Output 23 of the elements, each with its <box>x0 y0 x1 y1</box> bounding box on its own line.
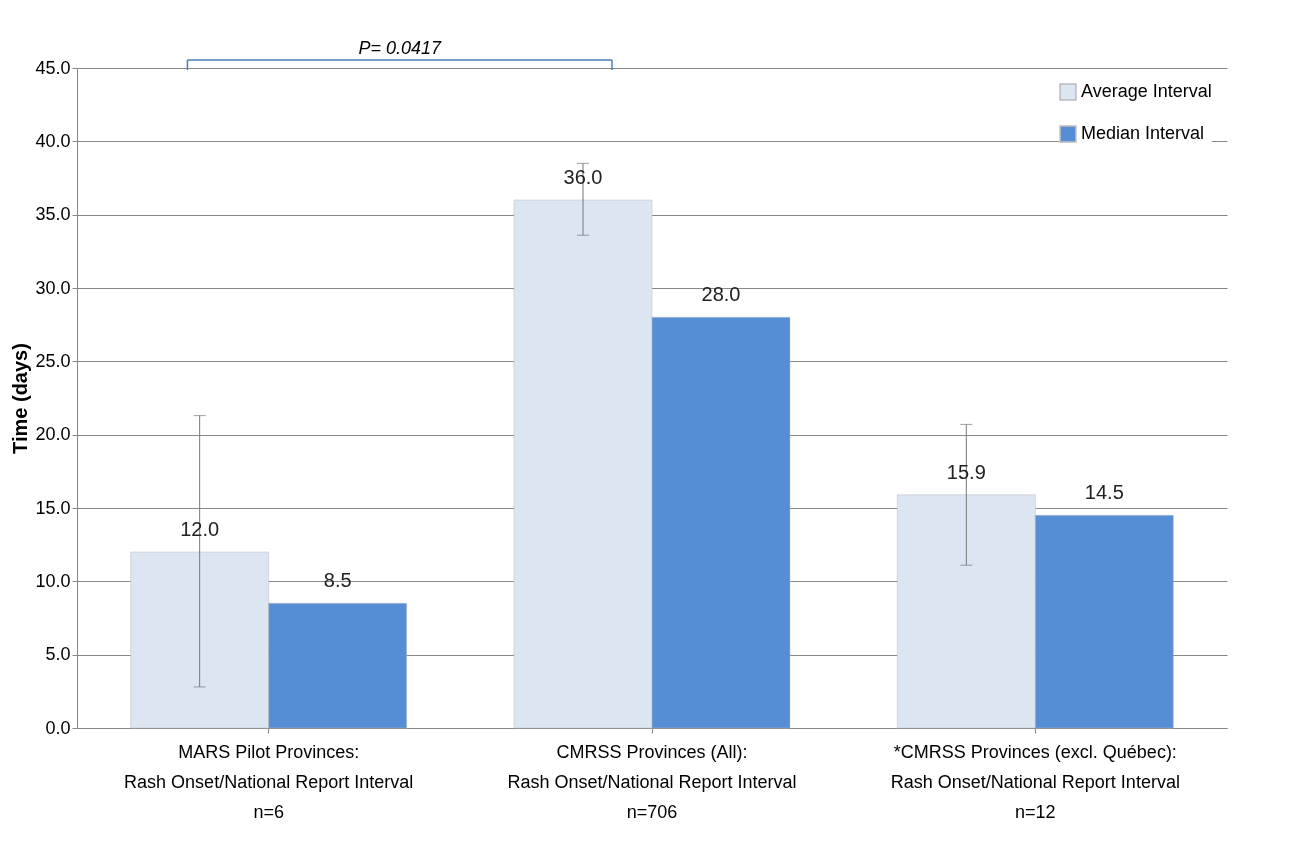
data-label: 8.5 <box>323 569 352 592</box>
y-tick-label: 25.0 <box>35 350 71 371</box>
text: P= 0.0417 <box>358 38 442 58</box>
data-label: 12.0 <box>180 518 220 540</box>
y-tick-label: 10.0 <box>35 570 71 591</box>
y-tick-label: 15.0 <box>35 497 71 518</box>
y-tick-label: 35.0 <box>35 204 71 225</box>
legend-label: Average Interval <box>1081 81 1212 101</box>
data-label: 36.0 <box>563 166 603 188</box>
y-tick-label: 30.0 <box>35 277 71 298</box>
y-tick-label: 0.0 <box>45 717 71 738</box>
legend-label: Median Interval <box>1081 123 1205 143</box>
y-tick-label: 40.0 <box>35 130 71 151</box>
y-tick-label: 20.0 <box>35 424 71 445</box>
data-label: 15.9 <box>946 460 986 483</box>
y-tick-label: 45.0 <box>35 57 71 78</box>
x-tick-label: CMRSS Provinces (All): Rash Onset/National Report Interval n=706 <box>507 741 797 822</box>
data-label: 28.0 <box>701 283 741 306</box>
y-tick-label: 5.0 <box>45 644 71 665</box>
x-tick-label: MARS Pilot Provinces: Rash Onset/National Report Interval n=6 <box>124 741 414 822</box>
x-tick-label: *CMRSS Provinces (excl. Québec): Rash Onset/National Report Interval n=12 <box>890 741 1180 822</box>
data-label: 14.5 <box>1084 481 1124 504</box>
y-axis-title: Time (days) <box>9 343 32 454</box>
